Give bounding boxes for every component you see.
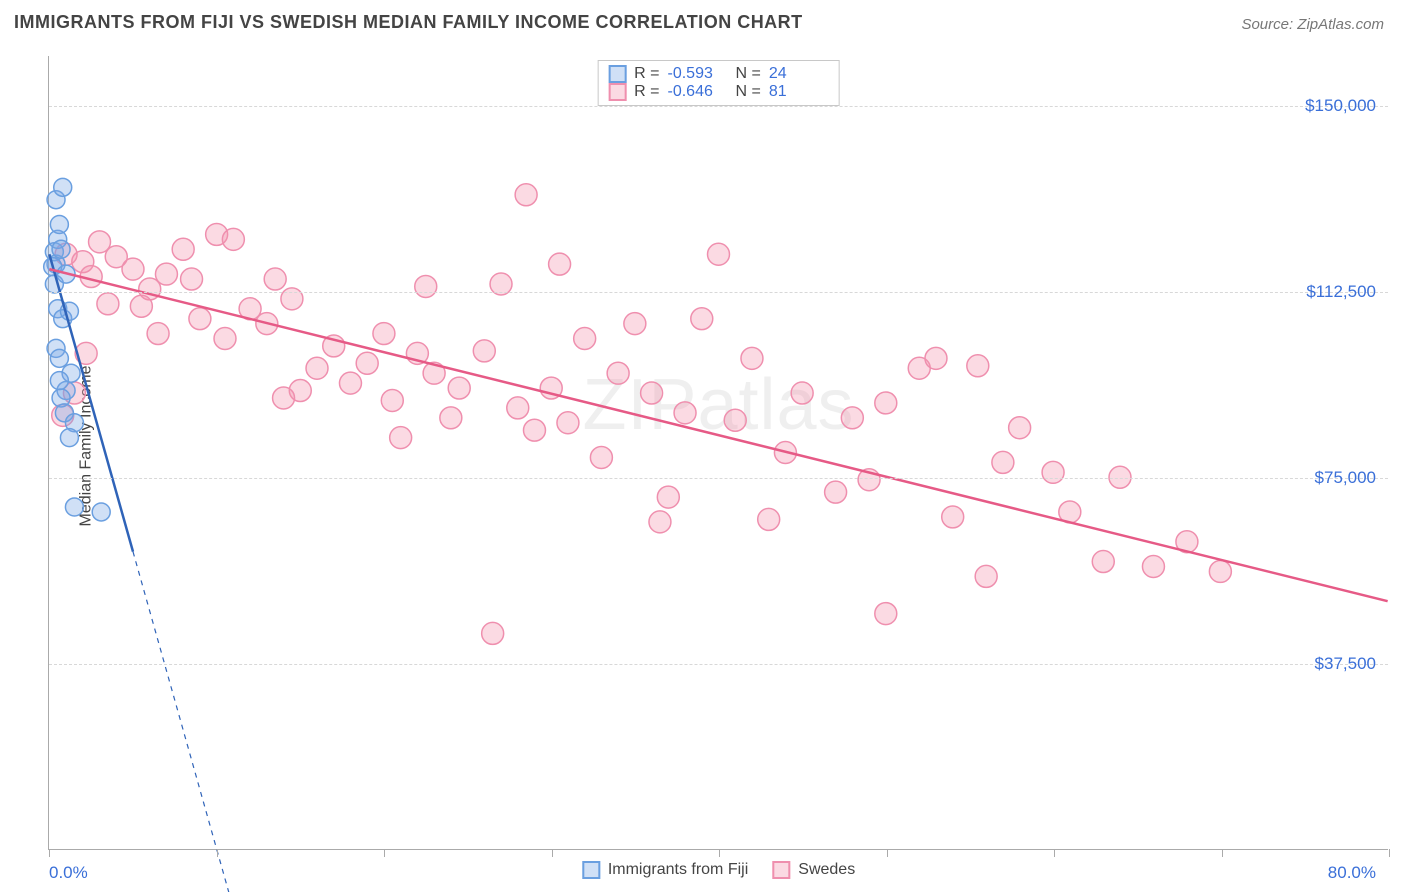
scatter-point-swedes: [624, 313, 646, 335]
scatter-point-fiji: [92, 503, 110, 521]
chart-container: IMMIGRANTS FROM FIJI VS SWEDISH MEDIAN F…: [0, 0, 1406, 892]
scatter-svg: [49, 56, 1388, 849]
x-tick: [552, 849, 553, 857]
scatter-point-swedes: [1009, 417, 1031, 439]
legend-item-fiji: Immigrants from Fiji: [582, 861, 748, 879]
x-tick: [1054, 849, 1055, 857]
regression-extrapolation-fiji: [133, 552, 233, 892]
scatter-point-fiji: [52, 240, 70, 258]
scatter-point-swedes: [590, 446, 612, 468]
x-tick: [49, 849, 50, 857]
scatter-point-swedes: [1042, 461, 1064, 483]
scatter-point-swedes: [122, 258, 144, 280]
scatter-point-swedes: [691, 308, 713, 330]
scatter-point-swedes: [523, 419, 545, 441]
scatter-point-swedes: [440, 407, 462, 429]
scatter-point-swedes: [356, 352, 378, 374]
scatter-point-swedes: [373, 323, 395, 345]
scatter-point-swedes: [490, 273, 512, 295]
scatter-point-swedes: [607, 362, 629, 384]
chart-title: IMMIGRANTS FROM FIJI VS SWEDISH MEDIAN F…: [14, 12, 803, 33]
scatter-point-swedes: [925, 347, 947, 369]
scatter-point-swedes: [281, 288, 303, 310]
scatter-point-swedes: [825, 481, 847, 503]
scatter-point-swedes: [841, 407, 863, 429]
scatter-point-swedes: [415, 275, 437, 297]
scatter-point-swedes: [222, 228, 244, 250]
scatter-point-swedes: [381, 389, 403, 411]
scatter-point-swedes: [97, 293, 119, 315]
y-tick-label: $75,000: [1315, 468, 1376, 488]
scatter-point-swedes: [875, 392, 897, 414]
legend-label-swedes: Swedes: [798, 861, 855, 879]
scatter-point-swedes: [1109, 466, 1131, 488]
x-tick: [384, 849, 385, 857]
scatter-point-fiji: [54, 178, 72, 196]
series-legend: Immigrants from Fiji Swedes: [582, 861, 855, 879]
x-tick: [217, 849, 218, 857]
scatter-point-fiji: [50, 372, 68, 390]
scatter-point-swedes: [515, 184, 537, 206]
legend-swatch-swedes: [772, 861, 790, 879]
scatter-point-swedes: [1142, 556, 1164, 578]
x-tick: [719, 849, 720, 857]
legend-label-fiji: Immigrants from Fiji: [608, 861, 748, 879]
scatter-point-swedes: [657, 486, 679, 508]
scatter-point-swedes: [147, 323, 169, 345]
scatter-point-swedes: [975, 565, 997, 587]
scatter-point-swedes: [390, 427, 412, 449]
scatter-point-swedes: [942, 506, 964, 528]
x-min-label: 0.0%: [49, 863, 88, 883]
scatter-point-swedes: [155, 263, 177, 285]
x-tick: [887, 849, 888, 857]
regression-line-swedes: [49, 269, 1387, 601]
legend-swatch-fiji: [582, 861, 600, 879]
scatter-point-swedes: [674, 402, 696, 424]
plot-area: ZIPatlas R = -0.593 N = 24 R = -0.646 N …: [48, 56, 1388, 850]
scatter-point-swedes: [264, 268, 286, 290]
scatter-point-swedes: [507, 397, 529, 419]
scatter-point-swedes: [181, 268, 203, 290]
scatter-point-swedes: [1092, 551, 1114, 573]
scatter-point-swedes: [339, 372, 361, 394]
scatter-point-swedes: [708, 243, 730, 265]
legend-item-swedes: Swedes: [772, 861, 855, 879]
scatter-point-swedes: [741, 347, 763, 369]
scatter-point-swedes: [758, 508, 780, 530]
scatter-point-swedes: [482, 622, 504, 644]
y-tick-label: $150,000: [1305, 96, 1376, 116]
scatter-point-swedes: [448, 377, 470, 399]
scatter-point-swedes: [306, 357, 328, 379]
scatter-point-swedes: [549, 253, 571, 275]
scatter-point-fiji: [65, 498, 83, 516]
scatter-point-swedes: [992, 451, 1014, 473]
scatter-point-swedes: [791, 382, 813, 404]
scatter-point-swedes: [557, 412, 579, 434]
scatter-point-swedes: [172, 238, 194, 260]
source-label: Source: ZipAtlas.com: [1241, 16, 1384, 33]
scatter-point-fiji: [50, 349, 68, 367]
scatter-point-fiji: [50, 216, 68, 234]
x-tick: [1222, 849, 1223, 857]
scatter-point-swedes: [214, 328, 236, 350]
scatter-point-swedes: [649, 511, 671, 533]
y-tick-label: $37,500: [1315, 654, 1376, 674]
scatter-point-swedes: [875, 603, 897, 625]
scatter-point-swedes: [724, 409, 746, 431]
scatter-point-swedes: [273, 387, 295, 409]
scatter-point-swedes: [473, 340, 495, 362]
scatter-point-swedes: [967, 355, 989, 377]
scatter-point-swedes: [189, 308, 211, 330]
y-tick-label: $112,500: [1306, 282, 1376, 302]
scatter-point-swedes: [574, 328, 596, 350]
scatter-point-swedes: [1209, 560, 1231, 582]
scatter-point-swedes: [641, 382, 663, 404]
scatter-point-swedes: [130, 295, 152, 317]
scatter-point-fiji: [60, 429, 78, 447]
x-tick: [1389, 849, 1390, 857]
x-max-label: 80.0%: [1328, 863, 1376, 883]
